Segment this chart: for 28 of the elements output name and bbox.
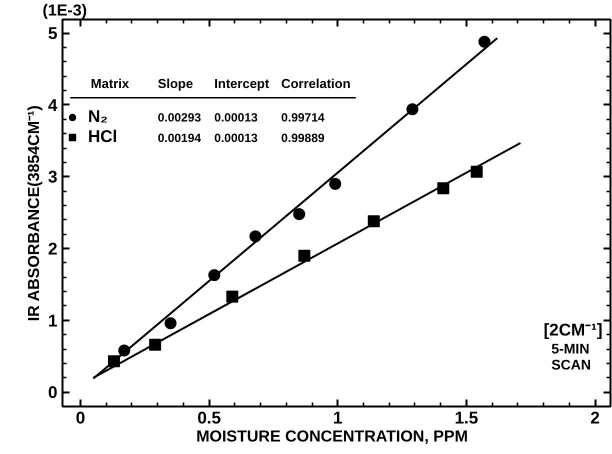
x-tick-label: 1.5 <box>454 408 478 428</box>
annotation: 0.99714 <box>281 110 325 125</box>
annotation: (1E-3) <box>42 2 87 20</box>
annotation: Slope <box>158 76 194 91</box>
annotation: 0.00013 <box>214 130 258 145</box>
x-tick-label: 1 <box>333 408 343 428</box>
x-tick-label: 2 <box>590 408 600 428</box>
x-tick-label: 0.5 <box>197 408 221 428</box>
annotation: [2CM⁻¹] <box>544 320 602 340</box>
legend-label: HCl <box>88 127 118 147</box>
annotation: 0.00194 <box>158 130 202 145</box>
annotation: 0.00293 <box>158 110 202 125</box>
y-tick-label: 0 <box>48 383 58 402</box>
y-tick-label: 4 <box>48 96 58 115</box>
x-tick-label: 0 <box>76 408 86 428</box>
x-axis-title: MOISTURE CONCENTRATION, PPM <box>196 428 468 446</box>
annotation: 5-MIN SCAN <box>551 340 591 372</box>
annotation: Matrix <box>90 76 130 91</box>
y-tick-label: 2 <box>48 240 58 259</box>
annotation: Intercept <box>214 76 270 91</box>
y-tick-label: 3 <box>48 168 58 187</box>
legend-label: N₂ <box>88 107 108 127</box>
y-tick-label: 1 <box>48 311 58 330</box>
annotation: 0.00013 <box>214 110 258 125</box>
y-axis-title: IR ABSORBANCE(3854CM⁻¹) <box>26 105 44 322</box>
annotation: 0.99889 <box>281 130 325 145</box>
y-tick-label: 5 <box>48 24 58 44</box>
annotation: Correlation <box>281 76 351 91</box>
